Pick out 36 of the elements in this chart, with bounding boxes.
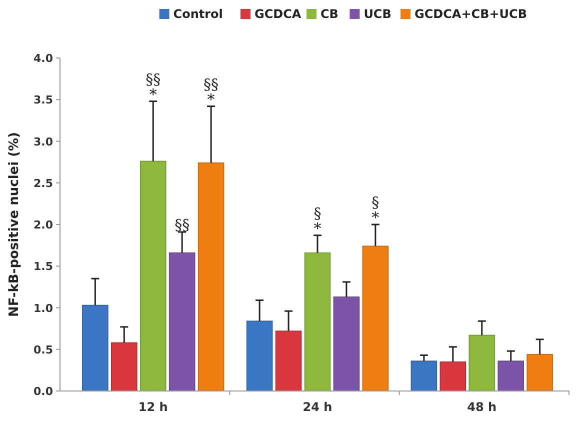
y-tick-label: 3.5 bbox=[34, 94, 53, 107]
legend-label: Control bbox=[173, 7, 223, 21]
bar bbox=[468, 334, 496, 392]
legend-label: GCDCA bbox=[254, 7, 302, 21]
legend-label: GCDCA+CB+UCB bbox=[414, 7, 527, 21]
y-tick-label: 0.5 bbox=[34, 343, 53, 356]
bar bbox=[168, 252, 196, 392]
legend-label: CB bbox=[320, 7, 338, 21]
y-tick-label: 4.0 bbox=[34, 52, 54, 65]
y-tick-label: 2.0 bbox=[34, 218, 54, 232]
y-tick-label: 0.0 bbox=[34, 385, 54, 398]
bar bbox=[362, 246, 389, 392]
x-tick-label: 24 h bbox=[302, 400, 332, 414]
bar bbox=[246, 320, 273, 392]
y-axis-title: NF-kB-positive nuclei (%) bbox=[7, 132, 22, 318]
x-tick-label: 12 h bbox=[138, 400, 168, 414]
y-tick-label: 3.0 bbox=[34, 135, 54, 148]
annotation: §§ bbox=[174, 216, 190, 234]
annotation: * bbox=[372, 208, 380, 226]
bar bbox=[198, 162, 224, 392]
bar bbox=[410, 360, 438, 392]
y-tick-label: 1.0 bbox=[34, 302, 54, 315]
bar bbox=[111, 342, 138, 392]
y-tick-label: 2.5 bbox=[34, 176, 53, 190]
bar bbox=[498, 360, 524, 392]
x-tick-label: 48 h bbox=[467, 400, 497, 414]
bar bbox=[275, 330, 302, 392]
bar bbox=[304, 252, 331, 392]
bar bbox=[82, 304, 108, 392]
bar bbox=[440, 361, 466, 392]
y-tick-label: 1.5 bbox=[34, 260, 53, 274]
bar bbox=[333, 296, 360, 392]
bar bbox=[140, 160, 166, 392]
annotation: § bbox=[372, 194, 380, 212]
bar bbox=[526, 354, 553, 392]
legend-label: UCB bbox=[364, 7, 392, 21]
